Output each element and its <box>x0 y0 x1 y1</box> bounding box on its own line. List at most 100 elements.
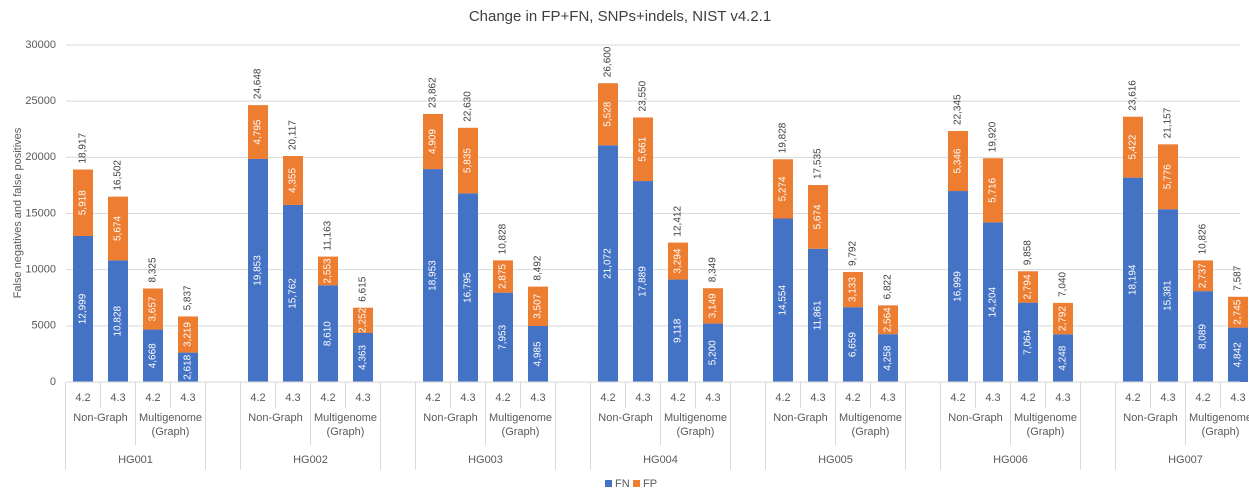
group-label: Multigenome (Graph) <box>139 412 202 438</box>
total-label: 12,412 <box>673 206 684 237</box>
data-label: 2,875 <box>498 264 509 289</box>
data-label: 15,381 <box>1163 280 1174 311</box>
bar-segment <box>633 117 653 182</box>
group-label-box: Non-Graph <box>1123 412 1178 424</box>
bar-segment <box>1158 209 1178 382</box>
x-tick-label: 4.2 <box>495 392 510 404</box>
bar-segment <box>283 204 303 382</box>
data-label: 5,835 <box>463 148 474 173</box>
bar-segment <box>1228 296 1248 328</box>
total-label: 23,862 <box>428 77 439 108</box>
data-label: 4,355 <box>288 168 299 193</box>
data-label: 5,776 <box>1163 164 1174 189</box>
bar-segment <box>493 260 513 293</box>
bar-segment <box>528 326 548 382</box>
data-label: 2,618 <box>183 354 194 379</box>
x-tick-label: 4.2 <box>75 392 90 404</box>
y-tick-label: 15000 <box>25 207 56 219</box>
data-label: 15,762 <box>288 278 299 309</box>
group-label-box: Multigenome (Graph) <box>489 412 552 438</box>
bar-segment <box>178 352 198 382</box>
bar-segment <box>948 191 968 382</box>
bar-segment <box>773 218 793 382</box>
bar-segment <box>248 158 268 382</box>
total-label: 10,826 <box>1198 223 1209 254</box>
total-label: 8,349 <box>708 257 719 282</box>
data-label: 16,795 <box>463 272 474 303</box>
data-label: 2,737 <box>1198 263 1209 288</box>
bar-segment <box>73 169 93 236</box>
data-label: 3,149 <box>708 293 719 318</box>
data-label: 3,133 <box>848 277 859 302</box>
bar-segment <box>108 196 128 261</box>
bar-segment <box>1018 271 1038 303</box>
bar-segment <box>528 286 548 327</box>
total-label: 7,040 <box>1058 271 1069 296</box>
group-label: Non-Graph <box>1123 412 1178 424</box>
data-label: 2,252 <box>358 307 369 332</box>
total-label: 11,163 <box>323 220 334 250</box>
bar-segment <box>458 193 478 382</box>
x-tick-label: 4.3 <box>110 392 125 404</box>
data-label: 5,661 <box>638 136 649 161</box>
x-tick-label: 4.3 <box>1055 392 1070 404</box>
legend-swatch <box>633 480 640 487</box>
group-label: Multigenome (Graph) <box>839 412 902 438</box>
data-label: 12,999 <box>78 293 89 324</box>
legend-label: FN <box>615 478 630 490</box>
bar-segment <box>843 307 863 382</box>
group-label-box: Non-Graph <box>423 412 478 424</box>
group-label-box: Multigenome (Graph) <box>664 412 727 438</box>
bar-segment <box>983 158 1003 223</box>
x-tick-label: 4.2 <box>670 392 685 404</box>
bar-segment <box>248 105 268 159</box>
bar-segment <box>773 159 793 219</box>
data-label: 4,909 <box>428 129 439 154</box>
data-label: 3,294 <box>673 248 684 273</box>
bar-segment <box>598 145 618 382</box>
group-label-box: Non-Graph <box>248 412 302 424</box>
sample-label: HG005 <box>818 454 853 466</box>
bar-segment <box>493 292 513 382</box>
bar-segment <box>948 130 968 192</box>
data-label: 18,194 <box>1128 264 1139 295</box>
data-label: 7,953 <box>498 324 509 349</box>
total-label: 5,837 <box>183 285 194 310</box>
y-tick-label: 25000 <box>25 95 56 107</box>
bar-segment <box>633 181 653 382</box>
data-label: 4,668 <box>148 343 159 368</box>
bar-segment <box>1193 260 1213 292</box>
bar-segment <box>423 169 443 382</box>
bar-segment <box>318 285 338 382</box>
sample-label: HG007 <box>1168 454 1203 466</box>
y-tick-label: 30000 <box>25 39 56 51</box>
bar-segment <box>1158 144 1178 210</box>
group-label: Non-Graph <box>423 412 478 424</box>
data-label: 5,674 <box>813 204 824 229</box>
total-label: 9,858 <box>1023 240 1034 265</box>
data-label: 3,219 <box>183 322 194 347</box>
bar-segment <box>808 185 828 249</box>
data-label: 17,889 <box>638 266 649 297</box>
total-label: 6,615 <box>358 276 369 301</box>
bar-segment <box>423 113 443 170</box>
sample-label: HG006 <box>993 454 1028 466</box>
y-tick-label: 10000 <box>25 264 56 276</box>
bar-segment <box>1123 116 1143 178</box>
bar-segment <box>353 332 373 382</box>
total-label: 21,157 <box>1163 107 1174 138</box>
group-label-box: Non-Graph <box>948 412 1003 424</box>
total-label: 23,616 <box>1128 80 1139 111</box>
total-label: 22,345 <box>953 94 964 125</box>
total-label: 19,920 <box>988 121 999 152</box>
group-label: Multigenome (Graph) <box>1189 412 1249 438</box>
chart-title: Change in FP+FN, SNPs+indels, NIST v4.2.… <box>469 8 771 25</box>
total-label: 26,600 <box>603 46 614 77</box>
bar-segment <box>143 329 163 382</box>
group-label: Non-Graph <box>948 412 1003 424</box>
data-label: 21,072 <box>603 248 614 279</box>
bar-segment <box>73 235 93 382</box>
bar-segment <box>878 305 898 335</box>
data-label: 9,118 <box>673 318 684 343</box>
